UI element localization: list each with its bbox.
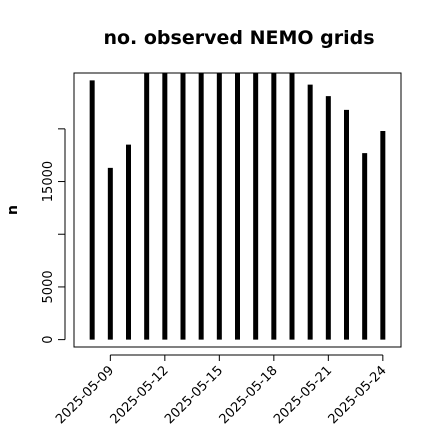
y-axis-label: n [5, 205, 21, 215]
y-tick-label: 5000 [41, 270, 56, 303]
x-axis: 2025-05-092025-05-122025-05-152025-05-18… [53, 354, 390, 427]
y-tick-label: 15000 [41, 161, 56, 202]
chart-title: no. observed NEMO grids [103, 27, 374, 49]
y-axis: 0 5000 15000 [41, 128, 66, 344]
y-tick-label: 0 [41, 335, 56, 343]
x-tick-label: 2025-05-24 [326, 363, 390, 427]
bars [89, 73, 386, 340]
